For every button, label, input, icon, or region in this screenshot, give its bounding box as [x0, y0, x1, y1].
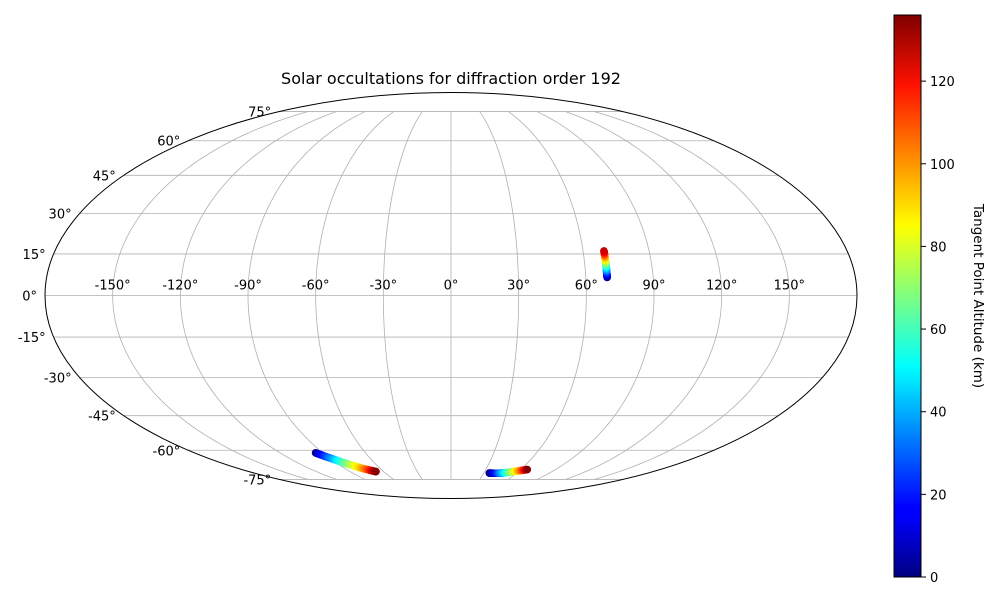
longitude-tick-labels: -150° -120° -90° -60° -30° 0° 30° 60° 90° 120° 150… [95, 279, 805, 294]
latitude-tick-label: -45° [88, 410, 116, 425]
data-point [372, 467, 380, 476]
latitude-tick-label: -15° [18, 331, 46, 346]
colorbar [893, 14, 922, 578]
longitude-tick-label: 60° [575, 279, 598, 294]
latitude-tick-label: 30° [49, 207, 72, 222]
data-point [523, 465, 532, 474]
latitude-tick-label: -75° [243, 473, 271, 488]
latitude-tick-label: -60° [153, 444, 181, 459]
map-gridlines [45, 111, 857, 480]
colorbar-tick-label: 60 [930, 323, 947, 338]
colorbar-tick-label: 20 [930, 488, 947, 503]
series-3 [600, 247, 611, 282]
longitude-tick-label: 150° [774, 279, 805, 294]
colorbar-tick-label: 100 [930, 158, 955, 173]
latitude-tick-label: -30° [44, 372, 72, 387]
longitude-tick-label: 0° [444, 279, 459, 294]
longitude-tick-label: -30° [369, 279, 397, 294]
longitude-tick-label: 30° [507, 279, 530, 294]
longitude-tick-label: -60° [302, 279, 330, 294]
colorbar-tick-label: 0 [930, 571, 938, 586]
data-point [600, 247, 608, 255]
series-1 [311, 449, 380, 476]
map-outline [44, 92, 858, 499]
latitude-tick-label: 0° [22, 290, 37, 305]
longitude-tick-label: -90° [234, 279, 262, 294]
chart-title: Solar occultations for diffraction order… [281, 69, 621, 88]
latitude-tick-label: 60° [157, 135, 180, 150]
longitude-tick-label: 90° [642, 279, 665, 294]
longitude-tick-label: -150° [95, 279, 131, 294]
latitude-tick-label: 45° [93, 169, 116, 184]
latitude-tick-labels: 75° 60° 45° 30° 15° 0° -15° -30° -45° -60° -75° [18, 106, 271, 489]
colorbar-label: Tangent Point Altitude (km) [970, 203, 986, 388]
colorbar-tick-label: 40 [930, 406, 947, 421]
latitude-tick-label: 15° [23, 248, 46, 263]
longitude-tick-label: 120° [706, 279, 737, 294]
colorbar-tick-label: 80 [930, 240, 947, 255]
colorbar-ticks: 0 20 40 60 80 100 120 [921, 75, 955, 586]
colorbar-tick-label: 120 [930, 75, 955, 90]
series-2 [485, 465, 532, 478]
data-points [311, 247, 611, 478]
longitude-tick-label: -120° [162, 279, 198, 294]
latitude-tick-label: 75° [248, 106, 271, 121]
